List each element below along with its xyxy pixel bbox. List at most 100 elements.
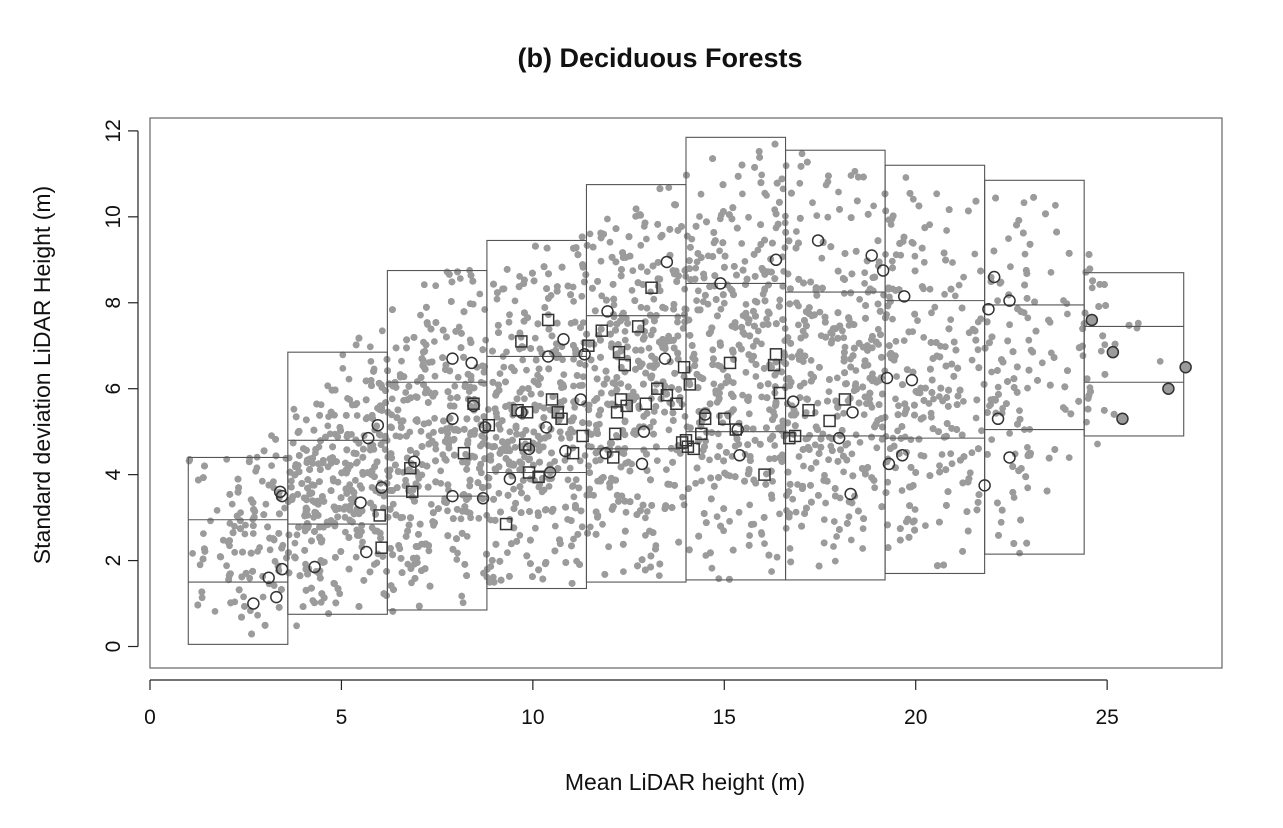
cloud-point: [902, 174, 910, 181]
cloud-point: [1007, 263, 1014, 271]
cloud-point: [754, 327, 762, 335]
cloud-point: [1010, 494, 1018, 501]
cloud-point: [840, 409, 847, 417]
cloud-point: [768, 568, 775, 575]
cloud-point: [835, 188, 842, 196]
cloud-point: [569, 482, 577, 489]
cloud-point: [809, 199, 816, 207]
cloud-point: [241, 530, 249, 538]
cloud-point: [447, 394, 454, 402]
cloud-point: [604, 215, 611, 223]
cloud-point: [293, 531, 301, 539]
cloud-point: [861, 269, 869, 277]
cloud-point: [504, 549, 511, 556]
cloud-point: [825, 456, 832, 464]
cloud-point: [622, 508, 630, 516]
cloud-point: [489, 573, 497, 581]
cloud-point: [840, 468, 847, 476]
cloud-point: [833, 374, 841, 382]
cloud-point: [845, 513, 853, 520]
cloud-point: [650, 295, 658, 303]
cloud-point: [874, 325, 882, 333]
cloud-point: [1083, 418, 1090, 426]
cloud-point: [745, 410, 753, 418]
cloud-point: [914, 317, 921, 324]
cloud-point: [776, 510, 783, 518]
cloud-point: [719, 419, 727, 427]
cloud-point: [893, 373, 900, 380]
cloud-point: [861, 280, 868, 287]
cloud-point: [696, 213, 703, 220]
cloud-point: [370, 561, 378, 568]
cloud-point: [570, 298, 577, 305]
cloud-point: [1025, 336, 1033, 344]
cloud-point: [511, 443, 519, 451]
cloud-point: [830, 518, 838, 525]
cloud-point: [254, 611, 261, 619]
cloud-point: [1038, 359, 1046, 367]
cloud-point: [643, 235, 650, 243]
cloud-point: [603, 375, 611, 383]
cloud-point: [444, 507, 451, 515]
cloud-point: [706, 456, 713, 464]
cloud-point: [558, 434, 565, 442]
cloud-point: [354, 458, 361, 466]
cloud-point: [572, 476, 580, 484]
cloud-point: [938, 451, 946, 458]
cloud-point: [352, 476, 359, 484]
cloud-point: [249, 530, 257, 537]
cloud-point: [716, 442, 723, 450]
cloud-point: [231, 548, 239, 556]
cloud-point: [396, 433, 404, 440]
cloud-point: [947, 316, 955, 323]
cloud-point: [606, 238, 614, 246]
cloud-point: [892, 337, 900, 345]
cloud-point: [425, 547, 433, 555]
cloud-point: [856, 296, 863, 303]
cloud-point: [1064, 310, 1071, 318]
cloud-point: [692, 479, 699, 487]
cloud-point: [793, 228, 800, 235]
cloud-point: [739, 391, 746, 399]
cloud-point: [759, 321, 767, 329]
cloud-point: [427, 501, 435, 508]
cloud-point: [643, 268, 651, 275]
cloud-point: [852, 367, 860, 374]
cloud-point: [508, 333, 515, 341]
cloud-point: [860, 411, 868, 418]
cloud-point: [716, 247, 723, 255]
cloud-point: [674, 318, 681, 326]
cloud-point: [988, 368, 995, 376]
cloud-point: [828, 330, 836, 338]
cloud-point: [830, 543, 837, 550]
cloud-point: [1047, 269, 1055, 276]
cloud-point: [820, 516, 828, 523]
cloud-point: [492, 433, 500, 441]
cloud-point: [1024, 384, 1031, 392]
cloud-point: [895, 402, 902, 410]
cloud-point: [570, 535, 577, 543]
cloud-point: [493, 295, 501, 303]
cloud-point: [871, 484, 879, 492]
cloud-point: [773, 553, 781, 561]
cloud-point: [971, 250, 979, 258]
cloud-point: [988, 436, 996, 443]
cloud-point: [540, 486, 548, 494]
cloud-point: [432, 282, 440, 290]
cloud-point: [254, 547, 262, 555]
cloud-point: [253, 464, 261, 472]
cloud-point: [231, 522, 238, 530]
cloud-point: [532, 524, 539, 532]
cloud-point: [621, 328, 629, 335]
cloud-point: [763, 192, 770, 199]
cloud-point: [211, 608, 219, 615]
cloud-point: [794, 481, 801, 488]
cloud-point: [920, 334, 928, 341]
cloud-point: [1134, 319, 1142, 327]
cloud-point: [741, 258, 749, 265]
cloud-point: [516, 273, 523, 280]
cloud-point: [911, 506, 919, 513]
cloud-point: [415, 474, 423, 482]
cloud-point: [291, 539, 299, 547]
cloud-point: [599, 520, 606, 528]
